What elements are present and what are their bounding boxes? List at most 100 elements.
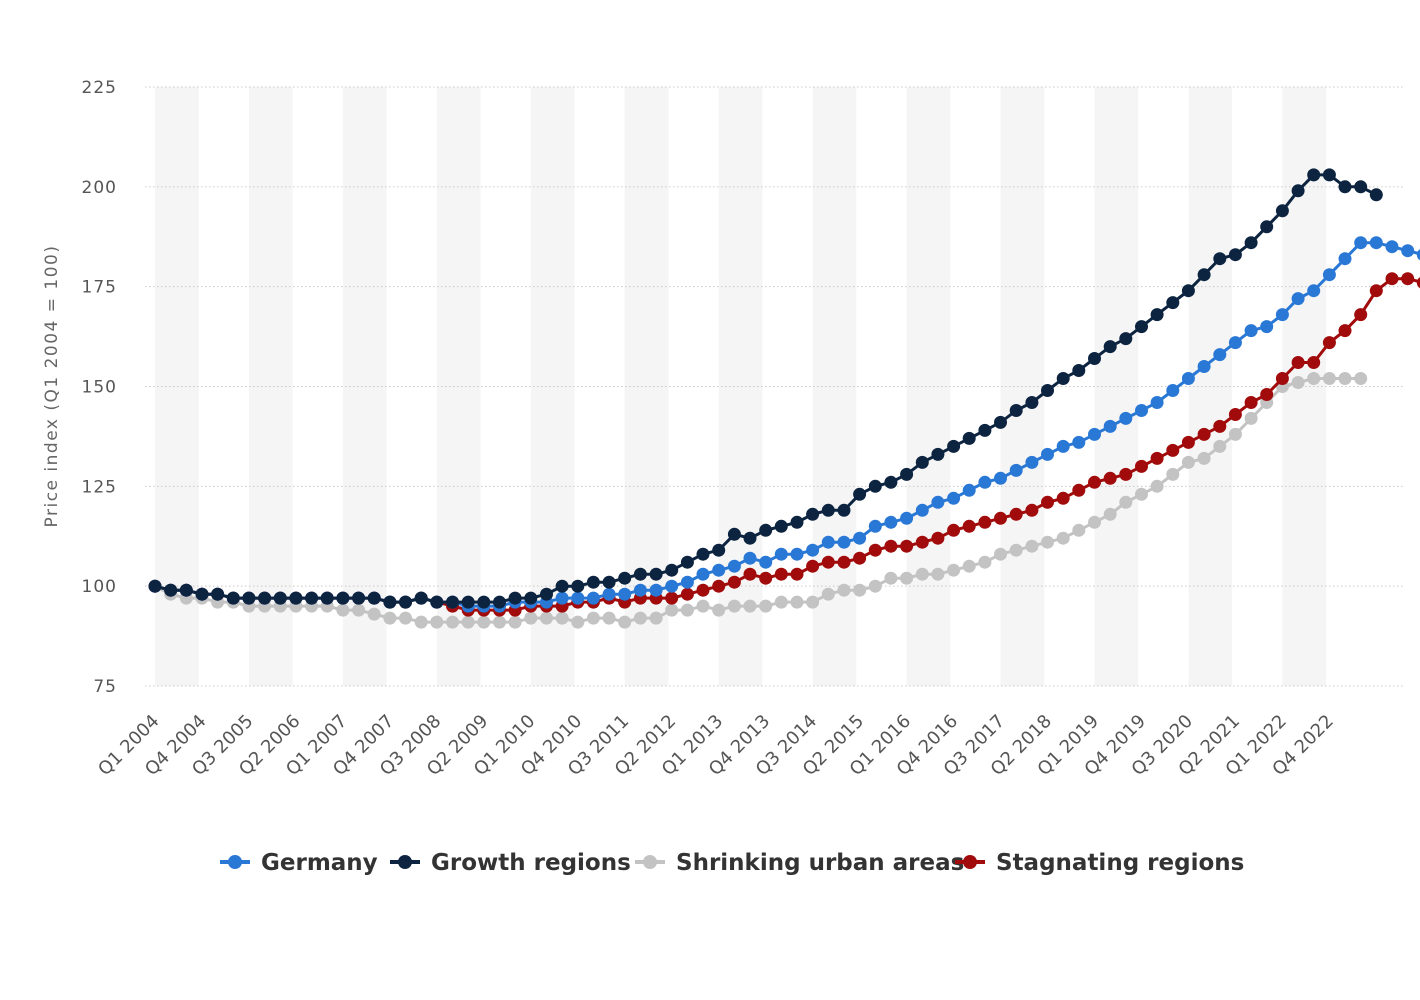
data-point bbox=[774, 547, 788, 561]
data-point bbox=[1338, 180, 1352, 194]
data-point bbox=[1166, 443, 1180, 457]
data-point bbox=[774, 567, 788, 581]
data-point bbox=[853, 551, 867, 565]
y-tick-label: 125 bbox=[82, 477, 117, 497]
data-point bbox=[806, 559, 820, 573]
data-point bbox=[696, 599, 710, 613]
data-point bbox=[1072, 483, 1086, 497]
data-point bbox=[1041, 535, 1054, 549]
data-point bbox=[1244, 324, 1258, 338]
data-point bbox=[399, 595, 412, 609]
data-point bbox=[821, 535, 835, 549]
data-point bbox=[994, 511, 1007, 525]
data-point bbox=[195, 587, 209, 601]
legend-label: Growth regions bbox=[431, 850, 631, 876]
data-point bbox=[602, 587, 616, 601]
data-point bbox=[1307, 372, 1321, 385]
data-point bbox=[1041, 384, 1054, 397]
data-point bbox=[1213, 348, 1227, 362]
data-point bbox=[743, 551, 757, 565]
data-point bbox=[712, 543, 726, 557]
data-point bbox=[790, 595, 804, 609]
data-point bbox=[493, 615, 506, 629]
data-point bbox=[774, 595, 788, 609]
data-point bbox=[931, 567, 945, 581]
legend-label: Stagnating regions bbox=[996, 850, 1244, 876]
data-point bbox=[759, 555, 773, 569]
legend-swatch-marker bbox=[963, 855, 977, 869]
data-point bbox=[994, 547, 1007, 561]
y-tick-label: 75 bbox=[93, 677, 117, 697]
data-point bbox=[320, 591, 334, 605]
data-point bbox=[461, 615, 475, 629]
data-point bbox=[555, 611, 569, 625]
data-point bbox=[226, 591, 240, 605]
data-point bbox=[1166, 467, 1180, 481]
data-point bbox=[1072, 364, 1086, 377]
data-point bbox=[1197, 360, 1211, 373]
legend-item[interactable]: Growth regions bbox=[390, 850, 631, 876]
data-point bbox=[633, 567, 647, 581]
data-point bbox=[602, 611, 616, 625]
data-point bbox=[1103, 340, 1117, 354]
data-point bbox=[853, 487, 867, 501]
data-point bbox=[508, 591, 522, 605]
series-group bbox=[148, 168, 1420, 629]
data-point bbox=[1244, 411, 1258, 425]
data-point bbox=[1119, 495, 1133, 509]
data-point bbox=[1228, 248, 1242, 262]
data-point bbox=[618, 615, 632, 629]
data-point bbox=[994, 471, 1007, 485]
data-point bbox=[1416, 277, 1420, 289]
data-point bbox=[931, 447, 945, 461]
data-point bbox=[540, 587, 553, 601]
data-point bbox=[399, 611, 412, 625]
data-point bbox=[1291, 376, 1305, 389]
data-point bbox=[680, 555, 694, 569]
legend: Germany Growth regions Shrinking urban are… bbox=[220, 850, 1244, 876]
legend-item[interactable]: Stagnating regions bbox=[955, 850, 1244, 876]
data-point bbox=[367, 607, 381, 621]
data-point bbox=[524, 611, 538, 625]
data-point bbox=[1056, 439, 1070, 453]
data-point bbox=[884, 515, 898, 529]
data-point bbox=[712, 563, 726, 577]
data-point bbox=[273, 591, 287, 605]
legend-swatch-marker bbox=[398, 855, 412, 869]
data-point bbox=[571, 591, 585, 605]
y-axis-ticks: 75 100 125 150 175 200 225 bbox=[82, 78, 117, 697]
data-point bbox=[1119, 332, 1133, 346]
data-point bbox=[1072, 435, 1086, 449]
data-point bbox=[696, 547, 710, 561]
data-point bbox=[931, 531, 945, 545]
data-point bbox=[1213, 439, 1227, 453]
data-point bbox=[586, 591, 600, 605]
data-point bbox=[1181, 455, 1195, 469]
data-point bbox=[759, 599, 773, 613]
data-point bbox=[352, 591, 366, 605]
legend-item[interactable]: Shrinking urban areas bbox=[635, 850, 964, 876]
data-point bbox=[1181, 435, 1195, 449]
data-point bbox=[1228, 427, 1242, 441]
data-point bbox=[352, 603, 366, 617]
data-point bbox=[1307, 284, 1321, 298]
data-point bbox=[837, 503, 851, 517]
data-point bbox=[367, 591, 381, 605]
data-point bbox=[1338, 324, 1352, 338]
data-point bbox=[900, 571, 914, 585]
data-point bbox=[1369, 236, 1383, 250]
data-point bbox=[915, 535, 929, 549]
data-point bbox=[1181, 372, 1195, 385]
data-point bbox=[179, 583, 193, 597]
data-point bbox=[884, 539, 898, 553]
data-point bbox=[1291, 292, 1305, 306]
legend-item[interactable]: Germany bbox=[220, 850, 378, 876]
data-point bbox=[1103, 471, 1117, 485]
data-point bbox=[1166, 384, 1180, 397]
data-point bbox=[649, 611, 663, 625]
data-point bbox=[743, 531, 757, 545]
data-point bbox=[1275, 308, 1289, 322]
data-point bbox=[1119, 411, 1133, 425]
